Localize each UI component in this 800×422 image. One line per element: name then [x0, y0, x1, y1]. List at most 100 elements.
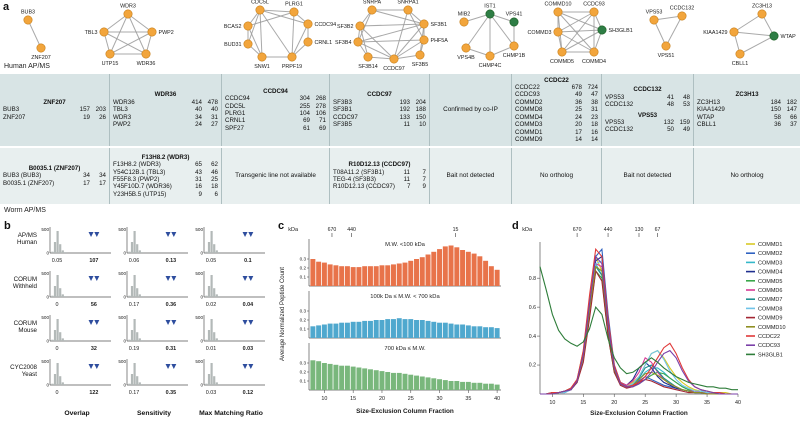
metric-label: Overlap [64, 410, 90, 417]
prey-name: WDR36 [113, 98, 135, 106]
protein-node-SF3B1 [419, 19, 429, 29]
table-note: No ortholog [539, 172, 574, 179]
count-rep1: 49 [575, 91, 582, 99]
y-tick-label: 0.2 [300, 266, 307, 271]
protein-node-COMMD4 [589, 47, 599, 57]
table-group: CCDC132 VPS53 41 48 CCDC132 48 53 VPS53 VPS53 132… [602, 74, 694, 146]
protein-node-CCDC93 [589, 7, 599, 17]
protein-node-WTAP [769, 31, 779, 41]
protein-label: COMMD5 [550, 59, 574, 65]
null-histogram-bar [128, 383, 131, 385]
worm-apms-label: Worm AP/MS [4, 207, 46, 214]
prey-name: Y45F10D.7 (WDR36) [113, 183, 172, 191]
protein-node-WDR3 [123, 9, 133, 19]
table-row: Y45F10D.7 (WDR36) 16 18 [113, 183, 218, 190]
benchmark-plot: 500 0 0 32 [41, 315, 111, 352]
panel-d-label: d [512, 220, 519, 232]
metric-label: Sensitivity [137, 410, 171, 417]
null-histogram-bar [215, 338, 218, 341]
protein-label: WDR36 [137, 61, 156, 67]
count-rep2: 147 [786, 106, 797, 114]
table-note: No ortholog [730, 172, 764, 179]
x-tick-label: 20 [611, 400, 617, 406]
network-edge [653, 19, 667, 47]
count-rep1: 50 [667, 126, 674, 134]
series-line-COMMD3 [540, 261, 738, 395]
bar [321, 262, 327, 286]
panel-c-sec-profiles: c kDa 670 440 15 0.1 0.2 0.3 M.W. <100 kDa 0.1 0.… [274, 218, 508, 422]
table-row: CDC5L 255 278 [225, 103, 326, 110]
bar [327, 323, 333, 338]
bar [425, 377, 431, 390]
null-histogram-bar [215, 382, 218, 385]
count-rep2: 49 [683, 126, 690, 134]
table-group: CCDC97 SF3B3 193 204 SF3B1 192 188 CCDC97 133 150… [330, 74, 430, 146]
null-histogram-bar [56, 275, 59, 297]
null-histogram-bar [218, 296, 221, 297]
protein-label: BUD31 [224, 42, 241, 48]
prey-name: WTAP [697, 113, 715, 121]
y-max-label: 500 [118, 315, 126, 320]
network-edge [557, 29, 603, 33]
table-row: VPS53 41 48 [605, 94, 690, 101]
table-row: CCDC22 678 724 [515, 84, 598, 91]
bar [310, 326, 316, 338]
y-max-label: 500 [118, 359, 126, 364]
count-rep1: 69 [303, 117, 310, 125]
table-group: CCDC94 CCDC94 304 268 CDC5L 255 278 PLRG1 104 106… [222, 74, 330, 146]
observed-arrow [248, 276, 254, 281]
series-line-COMMD8 [540, 259, 738, 395]
network-edge [357, 23, 425, 43]
bar [350, 267, 356, 286]
bar [316, 325, 322, 338]
null-histogram-bar [138, 382, 141, 385]
observed-arrow [165, 320, 171, 325]
series-line-CCDC93 [540, 255, 738, 395]
null-mean-label: 0 [56, 346, 59, 352]
legend-label: COMMD1 [758, 242, 782, 248]
prey-name: CCDC93 [515, 91, 540, 99]
count-rep1: 184 [770, 98, 781, 106]
protein-node-SF3B14 [363, 52, 373, 62]
bar [442, 246, 448, 286]
bar [316, 261, 322, 286]
bar [339, 266, 345, 286]
bar [408, 374, 414, 390]
network-edge [259, 9, 293, 58]
table-row: CCDC132 50 49 [605, 126, 690, 133]
benchmark-plot: 500 00.19 0.31 [118, 315, 188, 352]
bar [414, 320, 419, 338]
null-histogram-bar [138, 338, 141, 341]
table-row: WDR3 34 31 [113, 114, 218, 121]
network-edge [357, 41, 395, 60]
bar [391, 319, 396, 338]
count-rep1: 678 [571, 84, 582, 92]
bar [356, 321, 362, 338]
prey-name: CCDC132 [605, 126, 634, 134]
count-rep1: 34 [195, 113, 202, 121]
bar [471, 382, 477, 390]
protein-node-BCAS2 [243, 21, 253, 31]
null-histogram-bar [61, 250, 64, 253]
protein-node-SNW1 [257, 52, 267, 62]
protein-node-PRPF19 [287, 52, 297, 62]
prey-name: COMMD1 [515, 128, 543, 136]
table-row: Y23H5B.5 (UTP15) 9 6 [113, 191, 218, 198]
table-group: Transgenic line not available [222, 148, 330, 204]
null-histogram-bar [130, 286, 134, 297]
table-row: TBL3 40 40 [113, 106, 218, 113]
null-histogram-bar [218, 384, 221, 385]
null-histogram-bar [128, 339, 131, 341]
count-rep2: 159 [679, 118, 690, 126]
protein-node-SF3B4 [353, 37, 363, 47]
y-min-label: 0 [200, 251, 203, 256]
legend-label: COMMD4 [758, 270, 782, 276]
legend-label: COMMD2 [758, 251, 782, 257]
legend-label: COMMD9 [758, 316, 782, 322]
bar [425, 320, 431, 338]
protein-node-ZC3H13 [757, 9, 767, 19]
protein-label: UTP15 [102, 61, 119, 67]
count-rep1: 11 [403, 121, 410, 129]
observed-value-label: 0.35 [166, 390, 177, 396]
null-histogram-bar [130, 242, 134, 253]
